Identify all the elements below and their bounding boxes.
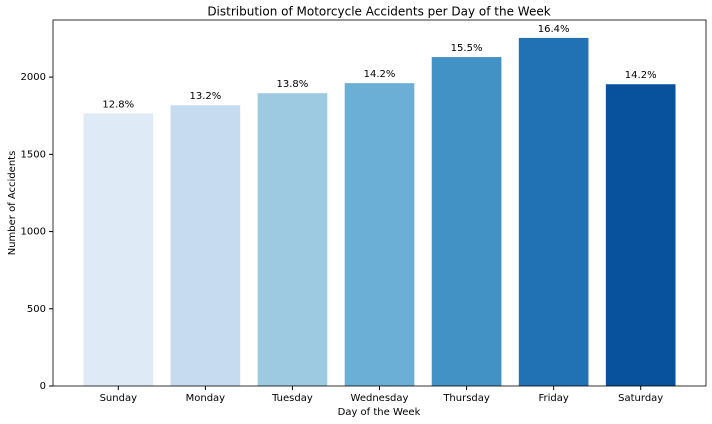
bar-label: 16.4% — [538, 24, 570, 35]
x-tick-label: Thursday — [442, 393, 490, 404]
x-tick-label: Friday — [538, 393, 568, 404]
plot-frame — [52, 19, 707, 387]
bar-label: 14.2% — [625, 70, 657, 81]
bar — [605, 84, 676, 386]
bar — [518, 37, 589, 386]
bar — [170, 105, 241, 386]
y-tick-label: 2000 — [21, 72, 46, 83]
bar-label: 13.8% — [277, 79, 309, 90]
x-tick-label: Sunday — [100, 393, 137, 404]
bar-label: 14.2% — [364, 69, 396, 80]
bar — [83, 113, 154, 386]
bar — [431, 57, 502, 386]
chart-title: Distribution of Motorcycle Accidents per… — [207, 5, 550, 19]
x-tick-label: Saturday — [618, 393, 663, 404]
bar — [344, 83, 415, 387]
y-tick-label: 1000 — [21, 227, 46, 238]
y-tick-label: 0 — [40, 381, 46, 392]
y-tick-label: 500 — [27, 304, 46, 315]
bar-label: 12.8% — [102, 99, 134, 110]
bar-label: 13.2% — [189, 91, 221, 102]
x-axis-label: Day of the Week — [338, 407, 421, 418]
y-axis-label: Number of Accidents — [7, 151, 18, 256]
x-tick-label: Wednesday — [351, 393, 409, 404]
bar — [257, 93, 328, 386]
x-tick-label: Monday — [186, 393, 226, 404]
y-tick-label: 1500 — [21, 149, 46, 160]
bar-label: 15.5% — [451, 43, 483, 54]
x-tick-label: Tuesday — [271, 393, 313, 404]
